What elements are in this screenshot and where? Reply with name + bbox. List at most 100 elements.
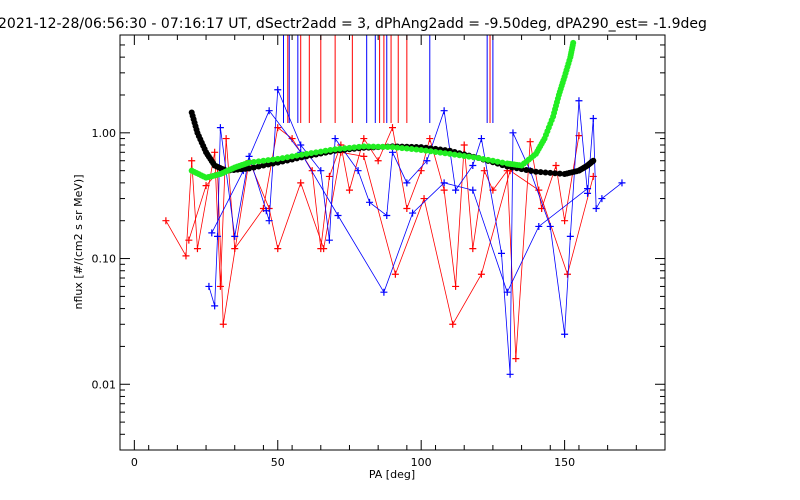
curve-dot xyxy=(499,159,506,166)
curve-dot xyxy=(265,157,272,164)
series-line xyxy=(211,109,588,294)
curve-dot xyxy=(250,158,257,165)
x-axis-label: PA [deg] xyxy=(369,468,415,481)
curve-dot xyxy=(308,150,315,157)
x-tick-label: 50 xyxy=(271,456,285,469)
series-3 xyxy=(208,107,592,296)
x-tick-label: 0 xyxy=(131,456,138,469)
curve-dot xyxy=(298,151,305,158)
data-point xyxy=(552,161,560,169)
data-point xyxy=(162,217,170,225)
curve-dot xyxy=(537,169,544,176)
data-point xyxy=(182,252,190,260)
data-point xyxy=(216,282,224,290)
data-point xyxy=(452,282,460,290)
data-point xyxy=(503,288,511,296)
curve-dot xyxy=(437,149,444,156)
data-point xyxy=(423,157,431,165)
data-point xyxy=(222,135,230,143)
curve-dot xyxy=(336,145,343,152)
curve-dot xyxy=(246,159,253,166)
data-point xyxy=(417,167,425,175)
curve-dot xyxy=(274,155,281,162)
data-point xyxy=(561,330,569,338)
data-point xyxy=(211,148,219,156)
series-0 xyxy=(162,124,583,363)
data-point xyxy=(426,135,434,143)
data-point xyxy=(297,179,305,187)
data-point xyxy=(469,186,477,194)
curve-dot xyxy=(542,169,549,176)
data-point xyxy=(449,320,457,328)
data-point xyxy=(512,355,520,363)
x-tick-label: 150 xyxy=(554,456,575,469)
curve-dot xyxy=(532,168,539,175)
data-series xyxy=(162,39,626,378)
data-point xyxy=(389,124,396,132)
curve-dot xyxy=(475,155,482,162)
data-point xyxy=(575,97,583,105)
series-line xyxy=(208,89,623,375)
data-point xyxy=(325,172,333,180)
curve-dot xyxy=(260,162,267,169)
data-point xyxy=(216,124,224,132)
curve-dot xyxy=(556,170,563,177)
series-5 xyxy=(188,39,577,181)
data-point xyxy=(526,138,534,146)
curve-dot xyxy=(432,148,439,155)
data-point xyxy=(460,141,468,149)
curve-dot xyxy=(260,157,267,164)
data-point xyxy=(208,229,216,237)
curve-dot xyxy=(408,146,415,153)
curve-dot xyxy=(379,143,386,150)
curve-dot xyxy=(446,150,453,157)
data-point xyxy=(535,222,543,230)
data-point xyxy=(334,211,342,219)
curve-dot xyxy=(451,151,458,158)
curve-dot xyxy=(250,164,257,171)
curve-dot xyxy=(470,154,477,161)
curve-dot xyxy=(489,157,496,164)
data-point xyxy=(274,245,282,253)
curve-dot xyxy=(389,144,396,151)
data-point xyxy=(561,217,569,225)
y-tick-label: 0.01 xyxy=(92,378,117,391)
data-point xyxy=(219,320,227,328)
data-point xyxy=(618,179,626,187)
curve-dot xyxy=(356,143,363,150)
curve-dot xyxy=(427,148,434,155)
y-tick-label: 0.10 xyxy=(92,253,117,266)
curve-dot xyxy=(317,148,324,155)
series-4 xyxy=(188,109,597,178)
curve-dot xyxy=(303,150,310,157)
data-point xyxy=(317,167,325,175)
curve-dot xyxy=(465,153,472,160)
curve-dot xyxy=(523,167,530,174)
curve-dot xyxy=(255,163,262,170)
curve-dot xyxy=(313,149,320,156)
data-point xyxy=(205,282,213,290)
data-point xyxy=(354,167,362,175)
data-point xyxy=(592,205,600,213)
curve-dot xyxy=(480,155,487,162)
data-point xyxy=(469,245,477,253)
curve-dot xyxy=(255,158,262,165)
curve-dot xyxy=(547,169,554,176)
data-point xyxy=(546,222,554,230)
data-point xyxy=(383,211,391,219)
x-tick-label: 100 xyxy=(411,456,432,469)
curve-dot xyxy=(552,170,559,177)
data-point xyxy=(409,209,417,217)
curve-dot xyxy=(442,150,449,157)
data-point xyxy=(480,167,488,175)
data-point xyxy=(452,186,460,194)
curve-dot xyxy=(494,158,501,165)
data-point xyxy=(506,370,514,378)
data-point xyxy=(202,182,210,190)
data-point xyxy=(391,270,399,278)
curve-dot xyxy=(461,152,468,159)
data-point xyxy=(265,107,273,115)
curve-dot xyxy=(413,146,420,153)
curve-dot xyxy=(351,144,358,151)
